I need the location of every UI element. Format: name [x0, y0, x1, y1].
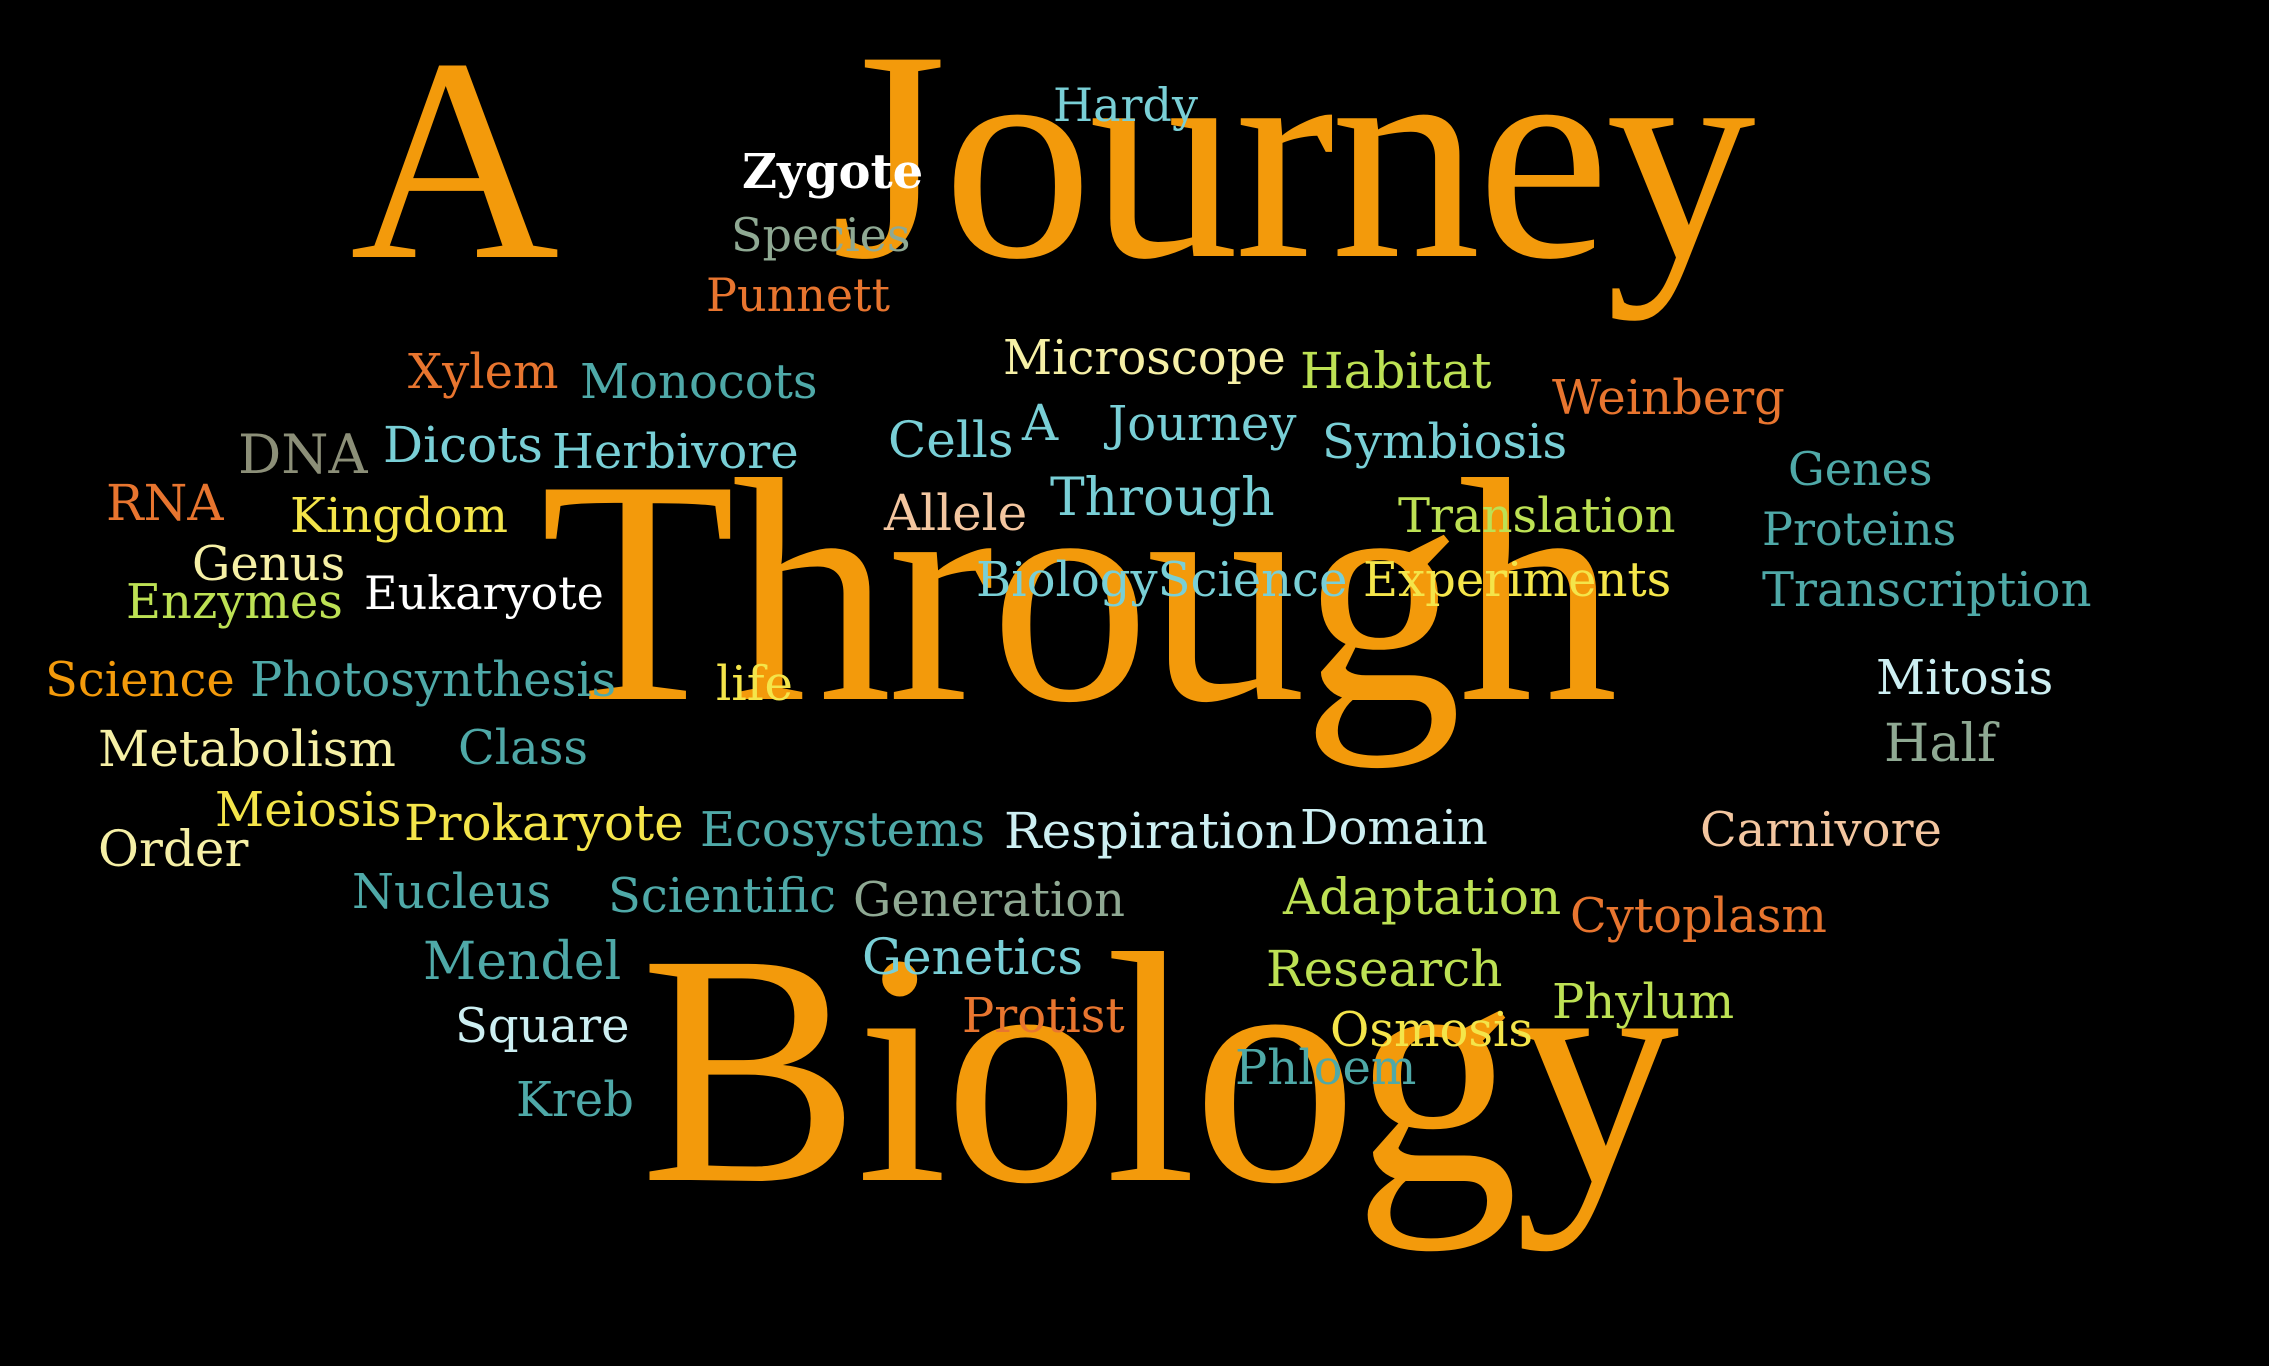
- word-experiments: Experiments: [1363, 552, 1672, 608]
- word-hardy: Hardy: [1053, 78, 1198, 132]
- word-dna: DNA: [238, 423, 368, 486]
- word-symbiosis: Symbiosis: [1322, 414, 1568, 470]
- word-phylum: Phylum: [1552, 974, 1735, 1030]
- word-science: Science: [45, 652, 235, 708]
- word-half: Half: [1884, 714, 1997, 774]
- word-domain: Domain: [1300, 800, 1488, 856]
- word-respiration: Respiration: [1004, 802, 1297, 860]
- word-scientific: Scientific: [608, 868, 836, 924]
- word-order: Order: [98, 820, 249, 878]
- word-kreb: Kreb: [516, 1072, 634, 1128]
- word-nucleus: Nucleus: [352, 864, 552, 920]
- word-biology-large: Biology: [640, 887, 1679, 1252]
- word-species: Species: [731, 208, 911, 262]
- word-dicots: Dicots: [383, 416, 543, 474]
- word-cytoplasm: Cytoplasm: [1570, 888, 1827, 944]
- word-genes: Genes: [1788, 442, 1933, 496]
- word-prokaryote: Prokaryote: [404, 794, 684, 852]
- word-cells: Cells: [888, 411, 1014, 469]
- word-rna: RNA: [106, 474, 224, 532]
- word-monocots: Monocots: [580, 354, 818, 410]
- word-habitat: Habitat: [1300, 342, 1492, 400]
- word-adaptation: Adaptation: [1283, 868, 1562, 926]
- word-weinberg: Weinberg: [1552, 370, 1785, 426]
- word-transcription: Transcription: [1762, 562, 2092, 618]
- word-mitosis: Mitosis: [1876, 650, 2054, 706]
- word-through-small: Through: [1050, 468, 1275, 528]
- word-metabolism: Metabolism: [98, 720, 396, 778]
- word-punnett: Punnett: [706, 268, 891, 322]
- word-journey-small: Journey: [1108, 396, 1297, 452]
- word-life: life: [716, 656, 793, 712]
- word-protist: Protist: [962, 988, 1125, 1044]
- word-a-small: A: [1022, 394, 1059, 452]
- word-research: Research: [1266, 940, 1503, 998]
- word-allele: Allele: [884, 484, 1028, 542]
- word-kingdom: Kingdom: [290, 488, 508, 544]
- word-mendel: Mendel: [423, 932, 622, 992]
- word-carnivore: Carnivore: [1700, 802, 1942, 858]
- word-photosynthesis: Photosynthesis: [250, 652, 617, 708]
- word-through-large: Through: [540, 415, 1618, 769]
- word-proteins: Proteins: [1762, 502, 1957, 556]
- word-eukaryote: Eukaryote: [364, 566, 604, 620]
- word-genetics: Genetics: [862, 928, 1084, 986]
- word-translation: Translation: [1398, 488, 1676, 544]
- word-enzymes: Enzymes: [126, 574, 343, 630]
- word-biologyscience: BiologyScience: [976, 552, 1348, 608]
- word-square: Square: [455, 998, 630, 1054]
- word-herbivore: Herbivore: [552, 424, 799, 480]
- word-phloem: Phloem: [1235, 1040, 1417, 1096]
- word-class: Class: [458, 720, 588, 776]
- word-genus: Genus: [192, 536, 346, 592]
- word-osmosis: Osmosis: [1330, 1002, 1534, 1058]
- word-zygote: Zygote: [742, 144, 924, 200]
- word-ecosystems: Ecosystems: [700, 802, 986, 858]
- word-meiosis: Meiosis: [215, 782, 402, 838]
- word-generation: Generation: [853, 872, 1126, 928]
- word-microscope: Microscope: [1003, 330, 1286, 386]
- word-journey-large: Journey: [830, 0, 1756, 321]
- word-a-large: A: [350, 0, 559, 320]
- word-xylem: Xylem: [408, 344, 559, 400]
